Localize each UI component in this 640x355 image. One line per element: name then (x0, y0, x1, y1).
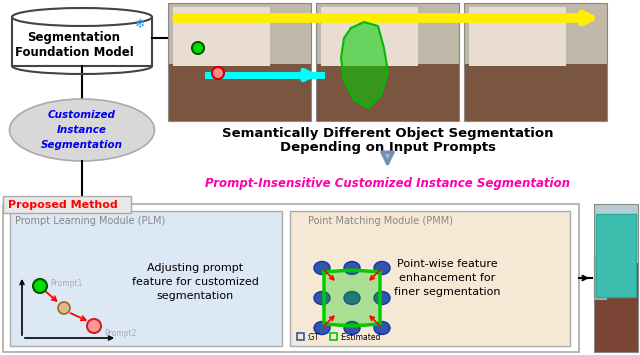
Text: ❄: ❄ (135, 17, 145, 31)
Text: :GT: :GT (306, 333, 319, 342)
Text: Foundation Model: Foundation Model (15, 45, 133, 59)
Bar (594, 263, 638, 352)
Bar (3, 196, 131, 213)
Bar (316, 64, 459, 121)
Text: Prompt2: Prompt2 (104, 329, 136, 339)
Bar (168, 64, 311, 121)
Text: :Estimated: :Estimated (339, 333, 380, 342)
Ellipse shape (314, 322, 330, 334)
Ellipse shape (344, 262, 360, 274)
Ellipse shape (12, 8, 152, 26)
Ellipse shape (10, 99, 154, 161)
Bar (173, 7, 270, 66)
Text: Proposed Method: Proposed Method (8, 200, 118, 209)
Bar (168, 3, 311, 121)
Bar (3, 204, 579, 352)
Text: Point-wise feature
enhancement for
finer segmentation: Point-wise feature enhancement for finer… (394, 259, 500, 297)
Bar (596, 214, 636, 297)
Bar (469, 7, 566, 66)
Text: Segmentation: Segmentation (28, 32, 120, 44)
Bar (321, 7, 419, 66)
Bar (10, 211, 282, 346)
Text: Depending on Input Prompts: Depending on Input Prompts (280, 141, 495, 153)
Ellipse shape (374, 291, 390, 305)
Bar (12, 17, 152, 66)
Ellipse shape (374, 322, 390, 334)
Ellipse shape (374, 262, 390, 274)
Polygon shape (324, 270, 380, 326)
Text: Prompt1: Prompt1 (50, 279, 83, 289)
Ellipse shape (314, 291, 330, 305)
Bar (594, 256, 607, 300)
Bar (297, 333, 304, 340)
Text: Point Matching Module (PMM): Point Matching Module (PMM) (307, 216, 452, 226)
Ellipse shape (314, 262, 330, 274)
Circle shape (87, 319, 101, 333)
Circle shape (212, 67, 224, 79)
Ellipse shape (344, 322, 360, 334)
Bar (168, 3, 311, 64)
Text: Semantically Different Object Segmentation: Semantically Different Object Segmentati… (221, 126, 553, 140)
Polygon shape (341, 22, 388, 108)
Bar (330, 333, 337, 340)
Bar (316, 3, 459, 121)
Text: Customized
Instance
Segmentation: Customized Instance Segmentation (41, 110, 123, 150)
Bar (594, 204, 638, 263)
Bar (464, 3, 607, 121)
Text: Prompt Learning Module (PLM): Prompt Learning Module (PLM) (15, 216, 165, 226)
Circle shape (58, 302, 70, 314)
Bar (290, 211, 570, 346)
Bar (464, 3, 607, 64)
Ellipse shape (344, 291, 360, 305)
Bar (316, 3, 459, 64)
Bar (464, 64, 607, 121)
Text: Prompt-Insensitive Customized Instance Segmentation: Prompt-Insensitive Customized Instance S… (205, 176, 570, 190)
Text: Adjusting prompt
feature for customized
segmentation: Adjusting prompt feature for customized … (132, 263, 259, 301)
Bar (594, 204, 638, 352)
Circle shape (33, 279, 47, 293)
Circle shape (192, 42, 204, 54)
